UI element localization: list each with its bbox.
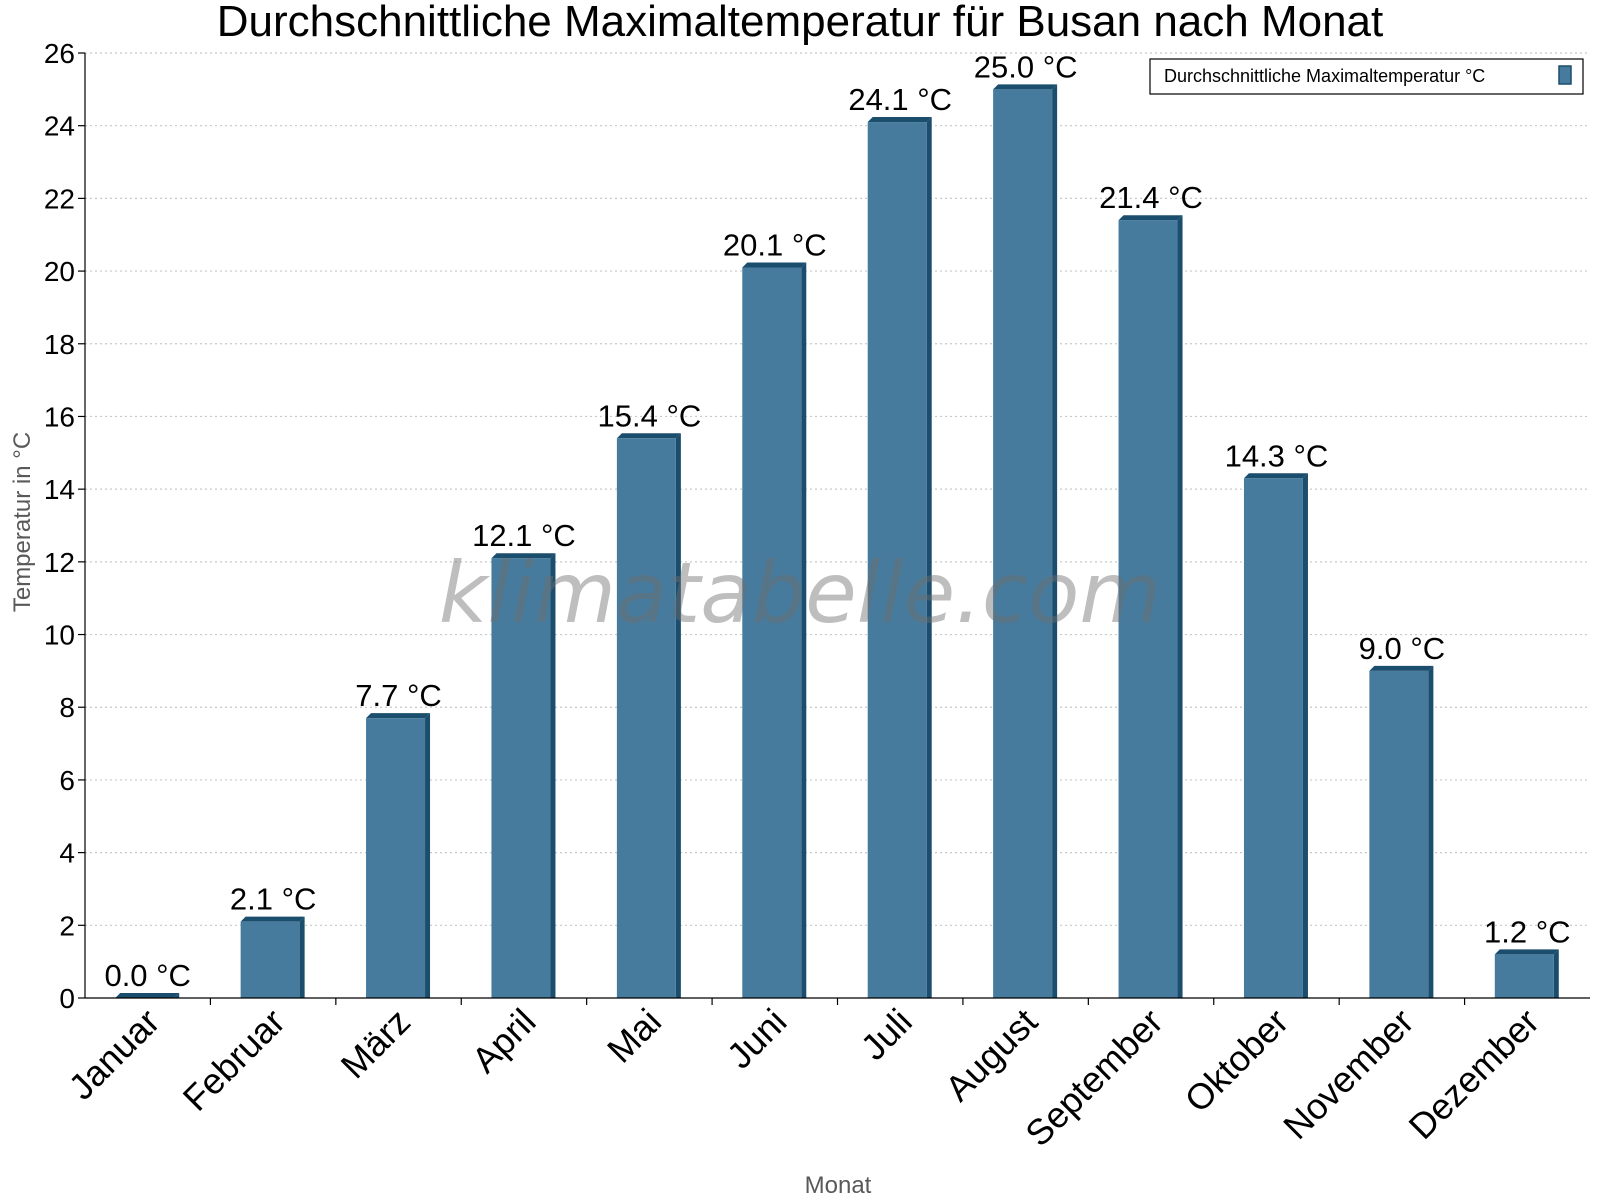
watermark: klimatabelle.com: [439, 544, 1162, 642]
data-label: 7.7 °C: [355, 678, 442, 713]
legend-label: Durchschnittliche Maximaltemperatur °C: [1164, 66, 1485, 86]
y-tick-label: 26: [44, 38, 75, 69]
bar: [240, 916, 305, 998]
y-tick-label: 12: [44, 547, 75, 578]
y-tick-label: 2: [59, 910, 75, 941]
bar: [616, 433, 681, 998]
bar: [742, 262, 807, 998]
x-tick-label: November: [1275, 1001, 1421, 1147]
y-axis-label: Temperatur in °C: [9, 432, 36, 612]
data-label: 1.2 °C: [1484, 914, 1571, 949]
x-tick-label: August: [937, 1001, 1045, 1109]
legend: Durchschnittliche Maximaltemperatur °C: [1149, 58, 1584, 95]
y-tick-label: 16: [44, 401, 75, 432]
x-tick-label: Dezember: [1401, 1001, 1547, 1147]
y-tick-label: 8: [59, 692, 75, 723]
bar: [491, 553, 556, 998]
y-tick-label: 0: [59, 983, 75, 1014]
x-tick-label: Juli: [853, 1001, 920, 1068]
data-label: 2.1 °C: [230, 882, 317, 917]
data-label: 0.0 °C: [104, 958, 191, 993]
y-tick-label: 10: [44, 620, 75, 651]
y-tick-label: 4: [59, 838, 75, 869]
bar: [1118, 215, 1183, 998]
x-tick-label: September: [1017, 1001, 1171, 1155]
data-label: 12.1 °C: [472, 518, 576, 553]
data-label: 24.1 °C: [848, 82, 952, 117]
data-label: 14.3 °C: [1225, 438, 1329, 473]
x-tick-label: Januar: [61, 1001, 168, 1108]
x-tick-label: Mai: [599, 1001, 669, 1071]
data-label: 21.4 °C: [1099, 180, 1203, 215]
bar: [1243, 473, 1308, 998]
data-label: 15.4 °C: [598, 398, 702, 433]
x-tick-label: Oktober: [1177, 1001, 1297, 1121]
y-tick-label: 20: [44, 256, 75, 287]
bar: [1369, 665, 1434, 998]
legend-box: [1149, 58, 1584, 95]
x-tick-label: Februar: [175, 1001, 293, 1119]
y-tick-label: 24: [44, 111, 75, 142]
bar: [867, 117, 932, 999]
bar: [993, 84, 1058, 999]
y-tick-label: 14: [44, 474, 75, 505]
legend-swatch: [1558, 65, 1572, 85]
bar: [366, 713, 431, 998]
x-tick-label: Juni: [719, 1001, 795, 1077]
grid: [85, 52, 1590, 926]
bar: [115, 993, 180, 998]
data-label: 9.0 °C: [1359, 631, 1446, 666]
bar: [1494, 949, 1559, 998]
data-label: 20.1 °C: [723, 227, 827, 262]
data-label: 25.0 °C: [974, 49, 1078, 84]
y-tick-label: 6: [59, 765, 75, 796]
x-tick-label: April: [464, 1001, 544, 1081]
y-tick-label: 18: [44, 329, 75, 360]
data-labels: 0.0 °C 2.1 °C 7.7 °C 12.1 °C 15.4 °C 20.1 °C 2…: [104, 49, 1570, 993]
bars: [115, 84, 1559, 999]
x-tick-label: März: [333, 1001, 419, 1087]
chart-title: Durchschnittliche Maximaltemperatur für …: [217, 0, 1384, 46]
y-tick-label: 22: [44, 183, 75, 214]
x-axis-label: Monat: [805, 1172, 872, 1199]
